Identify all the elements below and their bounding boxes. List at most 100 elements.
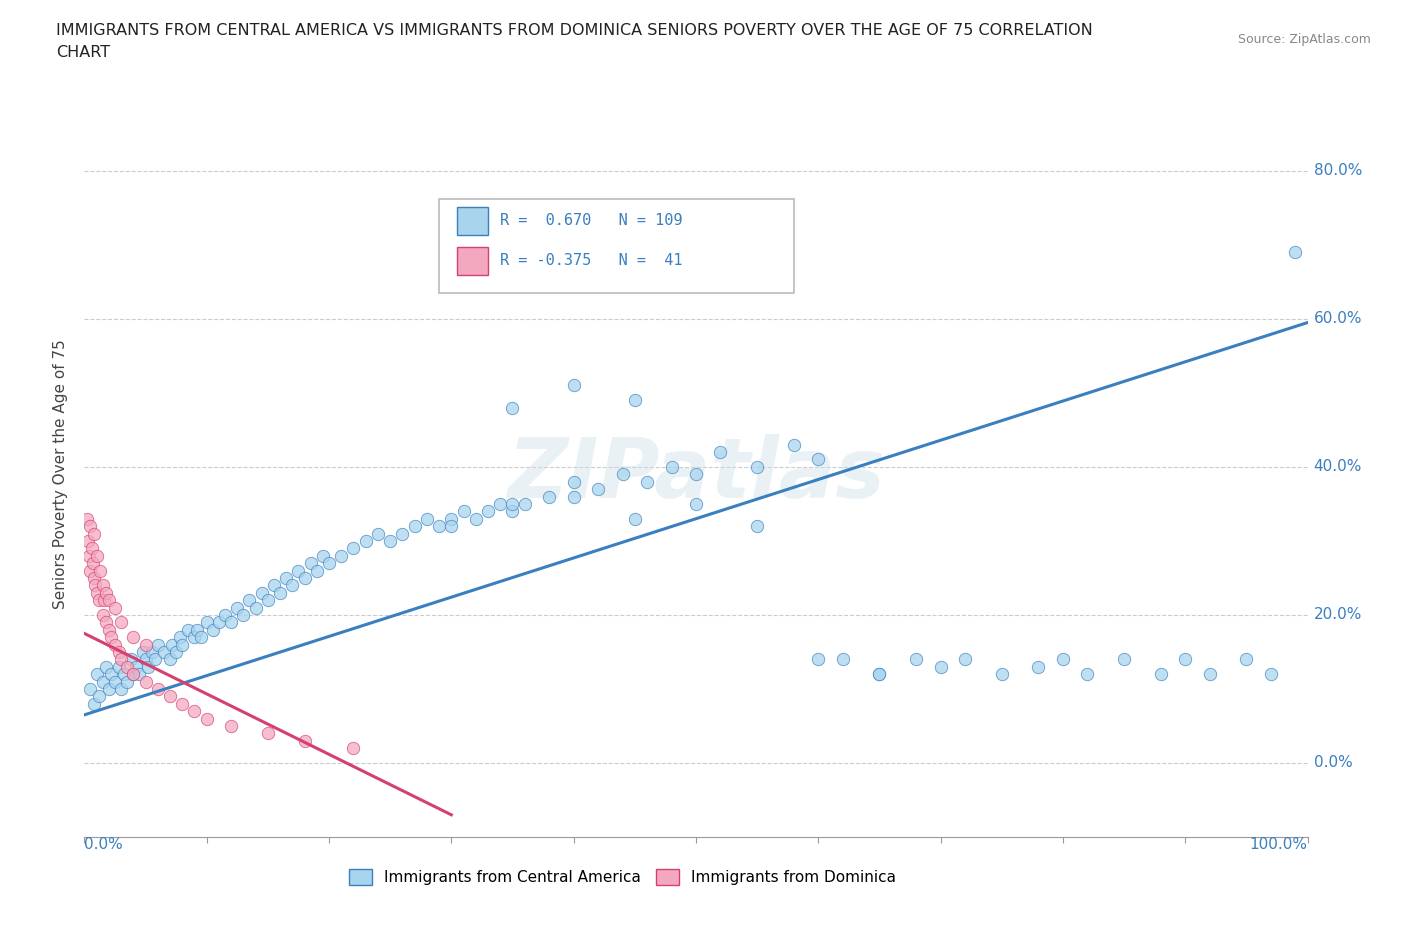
- Text: R = -0.375   N =  41: R = -0.375 N = 41: [501, 253, 683, 268]
- Point: [97, 682, 120, 697]
- Point: [869, 667, 891, 682]
- Point: [159, 689, 181, 704]
- Point: [624, 512, 647, 526]
- Point: [562, 378, 585, 392]
- Point: [219, 719, 242, 734]
- Point: [953, 652, 976, 667]
- Point: [257, 726, 280, 741]
- Legend: Immigrants from Central America, Immigrants from Dominica: Immigrants from Central America, Immigra…: [343, 863, 903, 891]
- Text: CHART: CHART: [56, 45, 110, 60]
- Point: [165, 644, 187, 659]
- Point: [416, 512, 439, 526]
- Point: [245, 600, 267, 615]
- Point: [294, 570, 316, 585]
- Point: [391, 526, 413, 541]
- Point: [110, 615, 132, 630]
- Point: [354, 534, 377, 549]
- Point: [195, 615, 218, 630]
- Point: [110, 652, 132, 667]
- Point: [122, 667, 145, 682]
- Point: [132, 644, 155, 659]
- Point: [91, 674, 114, 689]
- Point: [87, 592, 110, 607]
- Text: IMMIGRANTS FROM CENTRAL AMERICA VS IMMIGRANTS FROM DOMINICA SENIORS POVERTY OVER: IMMIGRANTS FROM CENTRAL AMERICA VS IMMIG…: [56, 23, 1092, 38]
- Point: [232, 607, 254, 622]
- FancyBboxPatch shape: [439, 199, 794, 293]
- Point: [214, 607, 236, 622]
- Point: [86, 667, 108, 682]
- Point: [77, 534, 100, 549]
- Point: [502, 504, 524, 519]
- Point: [305, 563, 328, 578]
- Point: [96, 659, 118, 674]
- Point: [91, 578, 114, 592]
- Point: [404, 519, 426, 534]
- Point: [172, 637, 194, 652]
- Point: [125, 659, 148, 674]
- Point: [80, 541, 103, 556]
- Point: [342, 541, 364, 556]
- Point: [661, 459, 683, 474]
- Point: [905, 652, 928, 667]
- Point: [312, 549, 335, 564]
- Point: [380, 534, 402, 549]
- Text: 100.0%: 100.0%: [1250, 837, 1308, 852]
- Point: [91, 607, 114, 622]
- Point: [367, 526, 389, 541]
- Point: [502, 400, 524, 415]
- Point: [122, 630, 145, 644]
- Point: [86, 585, 108, 600]
- Point: [1052, 652, 1074, 667]
- Point: [79, 519, 101, 534]
- Point: [612, 467, 634, 482]
- Point: [281, 578, 304, 592]
- Y-axis label: Seniors Poverty Over the Age of 75: Seniors Poverty Over the Age of 75: [53, 339, 69, 609]
- Point: [330, 549, 353, 564]
- Point: [783, 437, 806, 452]
- Point: [83, 570, 105, 585]
- Point: [807, 452, 830, 467]
- Point: [250, 585, 273, 600]
- Point: [87, 689, 110, 704]
- Point: [136, 659, 159, 674]
- Point: [477, 504, 499, 519]
- Point: [294, 734, 316, 749]
- Point: [183, 704, 205, 719]
- Point: [831, 652, 853, 667]
- Point: [1284, 245, 1306, 259]
- Point: [513, 497, 536, 512]
- Point: [76, 512, 98, 526]
- Text: R =  0.670   N = 109: R = 0.670 N = 109: [501, 213, 683, 228]
- Point: [89, 563, 111, 578]
- Point: [538, 489, 561, 504]
- Point: [195, 711, 218, 726]
- Point: [1236, 652, 1258, 667]
- Point: [287, 563, 309, 578]
- Point: [201, 622, 224, 637]
- Text: 0.0%: 0.0%: [84, 837, 124, 852]
- Point: [93, 592, 115, 607]
- Point: [208, 615, 231, 630]
- Point: [807, 652, 830, 667]
- Point: [502, 497, 524, 512]
- Text: 20.0%: 20.0%: [1313, 607, 1362, 622]
- Point: [991, 667, 1014, 682]
- Point: [1174, 652, 1197, 667]
- Point: [104, 637, 127, 652]
- Point: [318, 556, 340, 571]
- Point: [257, 592, 280, 607]
- Point: [96, 585, 118, 600]
- Point: [153, 644, 176, 659]
- Point: [96, 615, 118, 630]
- Point: [146, 637, 169, 652]
- Point: [427, 519, 450, 534]
- Point: [83, 697, 105, 711]
- Point: [141, 644, 163, 659]
- Point: [1076, 667, 1098, 682]
- Point: [1260, 667, 1282, 682]
- Point: [128, 667, 150, 682]
- Point: [226, 600, 249, 615]
- Point: [747, 519, 769, 534]
- Point: [107, 644, 129, 659]
- Point: [269, 585, 291, 600]
